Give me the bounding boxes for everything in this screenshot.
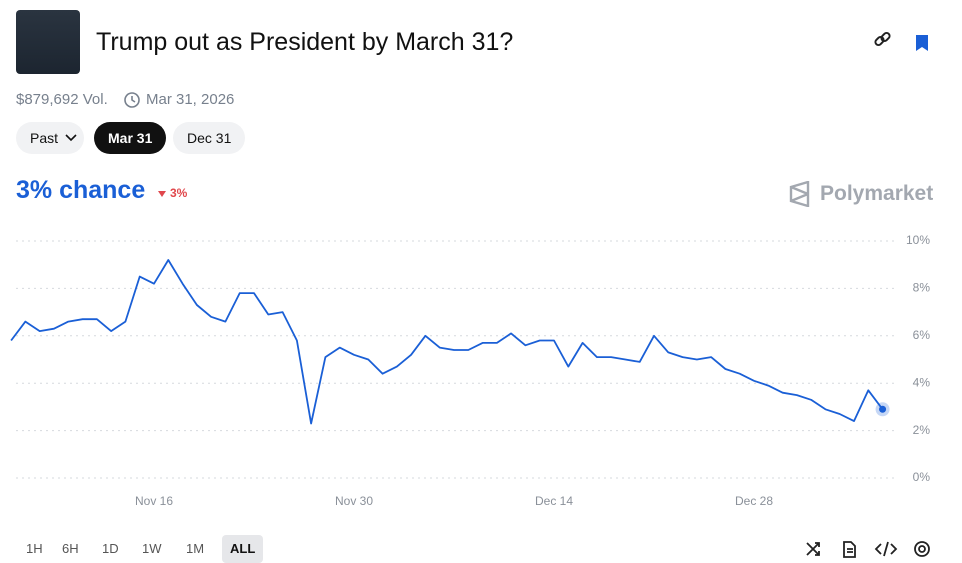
- range-button[interactable]: 1H: [26, 541, 43, 556]
- range-button[interactable]: 1W: [142, 541, 162, 556]
- y-tick-label: 8%: [913, 281, 931, 295]
- x-tick-label: Nov 16: [135, 494, 173, 508]
- line: [10, 259, 884, 425]
- y-tick-label: 2%: [913, 423, 931, 437]
- y-tick-label: 4%: [913, 375, 931, 389]
- link-icon[interactable]: [874, 31, 891, 47]
- settings-icon[interactable]: [918, 545, 926, 553]
- change: 3%: [170, 186, 188, 200]
- end-date: Mar 31, 2026: [146, 91, 235, 108]
- x-tick-label: Nov 30: [335, 494, 373, 508]
- chevron: [65, 134, 77, 142]
- chance: 3% chance: [16, 176, 146, 204]
- y-tick-label: 10%: [906, 233, 930, 247]
- y-tick-label: 0%: [913, 470, 931, 484]
- date-tab[interactable]: Mar 31: [94, 122, 167, 154]
- embed-icon[interactable]: [874, 541, 898, 557]
- down-arrow: [158, 191, 166, 197]
- market-title: Trump out as President by March 31?: [96, 28, 514, 56]
- brand: Polymarket: [820, 182, 934, 205]
- toolbar-icons: [806, 541, 930, 558]
- range-button[interactable]: ALL: [222, 535, 264, 563]
- volume: $879,692 Vol.: [16, 91, 108, 108]
- x-tick-label: Dec 14: [535, 494, 573, 508]
- y-tick-label: 6%: [913, 328, 931, 342]
- market-image: [16, 10, 80, 74]
- brand-logo: [789, 181, 810, 207]
- bookmark-icon[interactable]: [916, 35, 928, 51]
- x-tick-label: Dec 28: [735, 494, 773, 508]
- doc-icon[interactable]: [843, 541, 856, 558]
- clock-icon: [124, 92, 140, 108]
- shuffle-icon[interactable]: [806, 542, 820, 556]
- range-button[interactable]: 6H: [62, 541, 79, 556]
- range-button[interactable]: 1D: [102, 541, 119, 556]
- chart: 0% 2% 4% 6% 8% 10% Nov 16 Nov 30 Dec 14 Dec 28: [10, 233, 931, 508]
- end-point: [879, 405, 887, 413]
- date-tab[interactable]: Dec 31: [173, 122, 246, 154]
- range-button[interactable]: 1M: [186, 541, 205, 556]
- header-icons: [874, 31, 928, 51]
